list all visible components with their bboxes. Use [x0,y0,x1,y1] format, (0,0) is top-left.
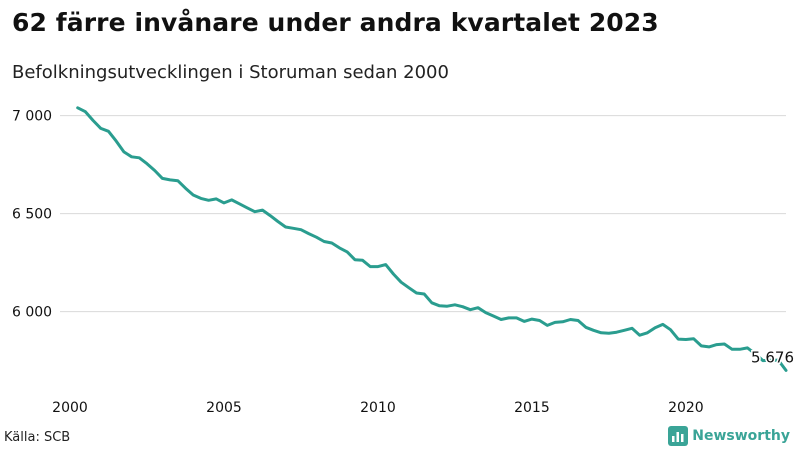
x-tick-label: 2010 [360,400,396,416]
chart-title: 62 färre invånare under andra kvartalet … [12,8,659,37]
source-note: Källa: SCB [4,430,71,445]
brand-logo[interactable]: Newsworthy [668,426,790,446]
series-line [76,106,788,372]
y-tick-label: 6 000 [12,305,52,321]
series-layer [76,106,788,372]
x-tick-label: 2015 [514,400,550,416]
x-tick-label: 2005 [206,400,242,416]
x-axis-ticks: 2000 2005 2010 2015 2020 [52,400,704,416]
bar-chart-icon [668,426,689,446]
y-axis-ticks: 6 000 6 500 7 000 [12,109,52,321]
end-value-label: 5 676 [751,348,794,366]
chart-subtitle: Befolkningsutvecklingen i Storuman sedan… [12,62,449,83]
y-tick-label: 7 000 [12,109,52,125]
gridlines [60,115,786,313]
brand-name: Newsworthy [692,428,790,444]
x-tick-label: 2000 [52,400,88,416]
data-labels: 5 676 [750,347,796,368]
y-tick-label: 6 500 [12,207,52,223]
x-tick-label: 2020 [668,400,704,416]
